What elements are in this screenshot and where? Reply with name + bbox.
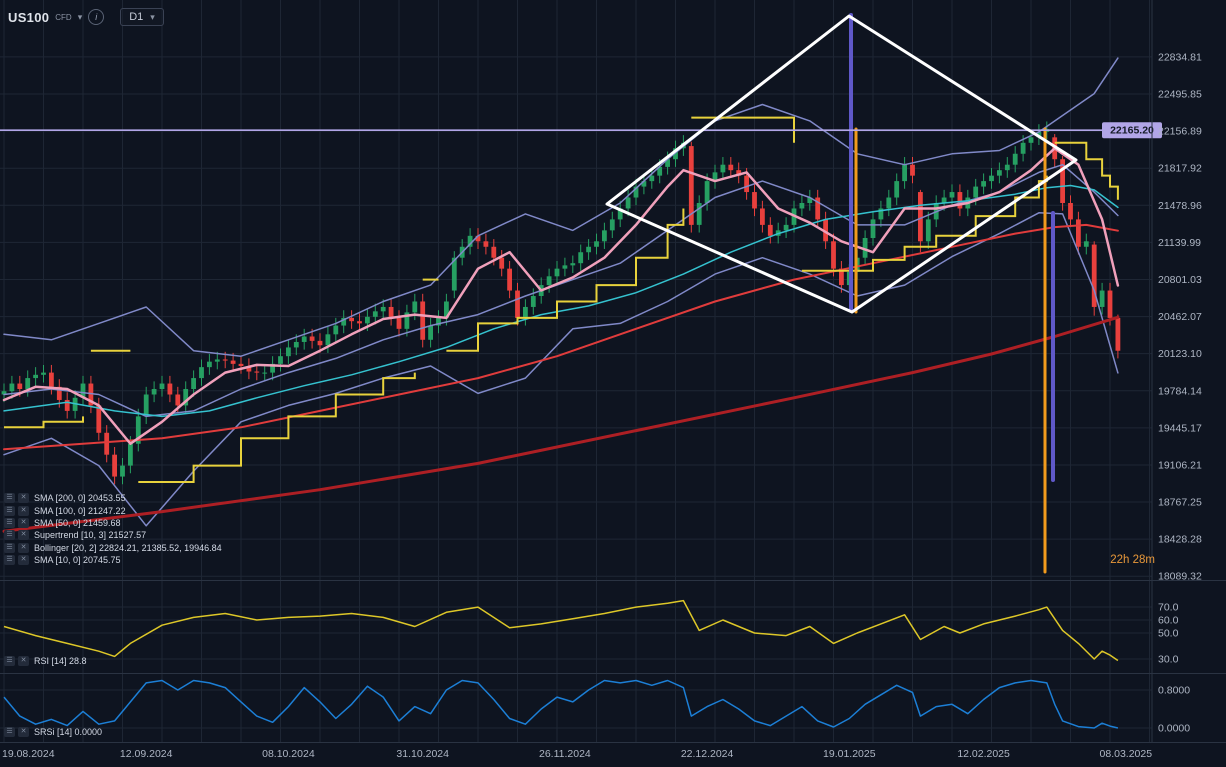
indicator-settings-icon[interactable]: ☰ xyxy=(4,555,15,566)
indicator-remove-icon[interactable]: ✕ xyxy=(18,656,29,666)
indicator-label: Supertrend [10, 3] 21527.57 xyxy=(34,530,147,541)
indicator-settings-icon[interactable]: ☰ xyxy=(4,493,15,504)
indicator-settings-icon[interactable]: ☰ xyxy=(4,656,15,666)
indicator-label: SMA [10, 0] 20745.75 xyxy=(34,555,121,566)
svg-text:12.09.2024: 12.09.2024 xyxy=(120,748,173,760)
indicator-label: SMA [100, 0] 21247.22 xyxy=(34,505,126,516)
svg-text:21139.99: 21139.99 xyxy=(1158,237,1201,249)
gridlines xyxy=(0,0,1152,742)
svg-text:26.11.2024: 26.11.2024 xyxy=(539,748,591,760)
svg-text:20801.03: 20801.03 xyxy=(1158,274,1202,286)
supertrend-line[interactable] xyxy=(4,116,1119,483)
svg-text:20462.07: 20462.07 xyxy=(1158,311,1202,323)
time-axis[interactable]: 19.08.2024 12.09.2024 08.10.2024 31.10.2024… xyxy=(2,748,1152,760)
symbol-dropdown-caret[interactable]: ▾ xyxy=(77,11,83,22)
svg-text:0.0000: 0.0000 xyxy=(1158,722,1190,734)
candle-close-countdown: 22h 28m xyxy=(1110,554,1155,566)
rsi-legend-label: RSI [14] 28.8 xyxy=(34,656,87,666)
srsi-line xyxy=(3,679,1119,729)
svg-text:0.8000: 0.8000 xyxy=(1158,685,1190,697)
sma-10-line[interactable] xyxy=(2,147,1120,445)
indicator-remove-icon[interactable]: ✕ xyxy=(18,727,29,737)
svg-text:18428.28: 18428.28 xyxy=(1158,534,1202,546)
svg-text:22834.81: 22834.81 xyxy=(1158,51,1202,63)
srsi-legend: ☰ ✕ SRSi [14] 0.0000 xyxy=(4,727,102,737)
legend-row-sma50: ☰ ✕ SMA [50, 0] 21459.68 xyxy=(4,517,222,529)
hline-price-badge[interactable] xyxy=(1102,122,1162,139)
svg-text:19.01.2025: 19.01.2025 xyxy=(823,748,876,760)
indicator-remove-icon[interactable]: ✕ xyxy=(18,517,29,528)
svg-text:18767.25: 18767.25 xyxy=(1158,497,1202,509)
svg-text:50.0: 50.0 xyxy=(1158,628,1179,640)
svg-text:18089.32: 18089.32 xyxy=(1158,571,1202,583)
indicator-remove-icon[interactable]: ✕ xyxy=(18,493,29,504)
sma-200-line[interactable] xyxy=(2,315,1120,533)
indicator-settings-icon[interactable]: ☰ xyxy=(4,505,15,516)
legend-row-bollinger: ☰ ✕ Bollinger [20, 2] 22824.21, 21385.52… xyxy=(4,542,222,554)
svg-text:22.12.2024: 22.12.2024 xyxy=(681,748,734,760)
timeframe-selector[interactable]: D1 ▾ xyxy=(120,8,164,26)
indicator-remove-icon[interactable]: ✕ xyxy=(18,505,29,516)
indicator-remove-icon[interactable]: ✕ xyxy=(18,555,29,566)
legend-row-sma100: ☰ ✕ SMA [100, 0] 21247.22 xyxy=(4,504,222,516)
candles-layer[interactable] xyxy=(1,121,1121,485)
srsi-legend-label: SRSi [14] 0.0000 xyxy=(34,727,103,737)
rsi-line xyxy=(3,599,1119,662)
svg-text:19784.14: 19784.14 xyxy=(1158,385,1202,397)
indicator-settings-icon[interactable]: ☰ xyxy=(4,530,15,541)
instrument-type-label: CFD xyxy=(55,12,72,22)
price-axis[interactable]: 22834.81 22495.85 22156.89 21817.92 21478.96… xyxy=(1158,51,1202,734)
svg-text:20123.10: 20123.10 xyxy=(1158,348,1202,360)
svg-text:22495.85: 22495.85 xyxy=(1158,89,1202,101)
svg-text:60.0: 60.0 xyxy=(1158,615,1179,627)
svg-text:21478.96: 21478.96 xyxy=(1158,200,1202,212)
indicator-remove-icon[interactable]: ✕ xyxy=(18,530,29,541)
sma-50-line[interactable] xyxy=(3,184,1119,418)
svg-text:08.10.2024: 08.10.2024 xyxy=(262,748,315,760)
svg-text:30.0: 30.0 xyxy=(1158,653,1179,665)
legend-row-supertrend: ☰ ✕ Supertrend [10, 3] 21527.57 xyxy=(4,529,222,541)
symbol-name[interactable]: US100 xyxy=(8,9,50,25)
chart-header: US100 CFD ▾ i D1 ▾ xyxy=(8,8,164,26)
indicator-settings-icon[interactable]: ☰ xyxy=(4,517,15,528)
indicator-label: SMA [200, 0] 20453.55 xyxy=(34,493,126,504)
svg-text:21817.92: 21817.92 xyxy=(1158,163,1202,175)
svg-text:19.08.2024: 19.08.2024 xyxy=(2,748,55,760)
indicator-settings-icon[interactable]: ☰ xyxy=(4,727,15,737)
legend-row-sma200: ☰ ✕ SMA [200, 0] 20453.55 xyxy=(4,492,222,504)
indicator-label: Bollinger [20, 2] 22824.21, 21385.52, 19… xyxy=(34,542,222,553)
svg-text:19445.17: 19445.17 xyxy=(1158,422,1202,434)
svg-text:08.03.2025: 08.03.2025 xyxy=(1100,748,1153,760)
svg-text:12.02.2025: 12.02.2025 xyxy=(957,748,1010,760)
svg-text:70.0: 70.0 xyxy=(1158,602,1179,614)
drawings-layer[interactable]: 22165.20 xyxy=(0,13,1162,574)
svg-text:19106.21: 19106.21 xyxy=(1158,459,1202,471)
info-icon[interactable]: i xyxy=(88,9,105,25)
svg-text:22165.20: 22165.20 xyxy=(1110,125,1154,137)
diamond-drawing[interactable] xyxy=(605,14,1078,314)
indicator-label: SMA [50, 0] 21459.68 xyxy=(34,517,121,528)
bollinger-upper-line[interactable] xyxy=(3,57,1119,357)
timeframe-dropdown-caret: ▾ xyxy=(150,11,155,22)
rsi-legend: ☰ ✕ RSI [14] 28.8 xyxy=(4,656,87,666)
svg-text:22156.89: 22156.89 xyxy=(1158,126,1202,138)
indicator-settings-icon[interactable]: ☰ xyxy=(4,542,15,553)
indicator-legend: ☰ ✕ SMA [200, 0] 20453.55 ☰ ✕ SMA [100, … xyxy=(4,492,222,566)
legend-row-sma10: ☰ ✕ SMA [10, 0] 20745.75 xyxy=(4,554,222,566)
indicator-remove-icon[interactable]: ✕ xyxy=(18,542,29,553)
sma-100-line[interactable] xyxy=(3,223,1119,451)
svg-text:31.10.2024: 31.10.2024 xyxy=(396,748,449,760)
bollinger-lower-line[interactable] xyxy=(3,212,1119,527)
timeframe-value: D1 xyxy=(129,11,144,23)
